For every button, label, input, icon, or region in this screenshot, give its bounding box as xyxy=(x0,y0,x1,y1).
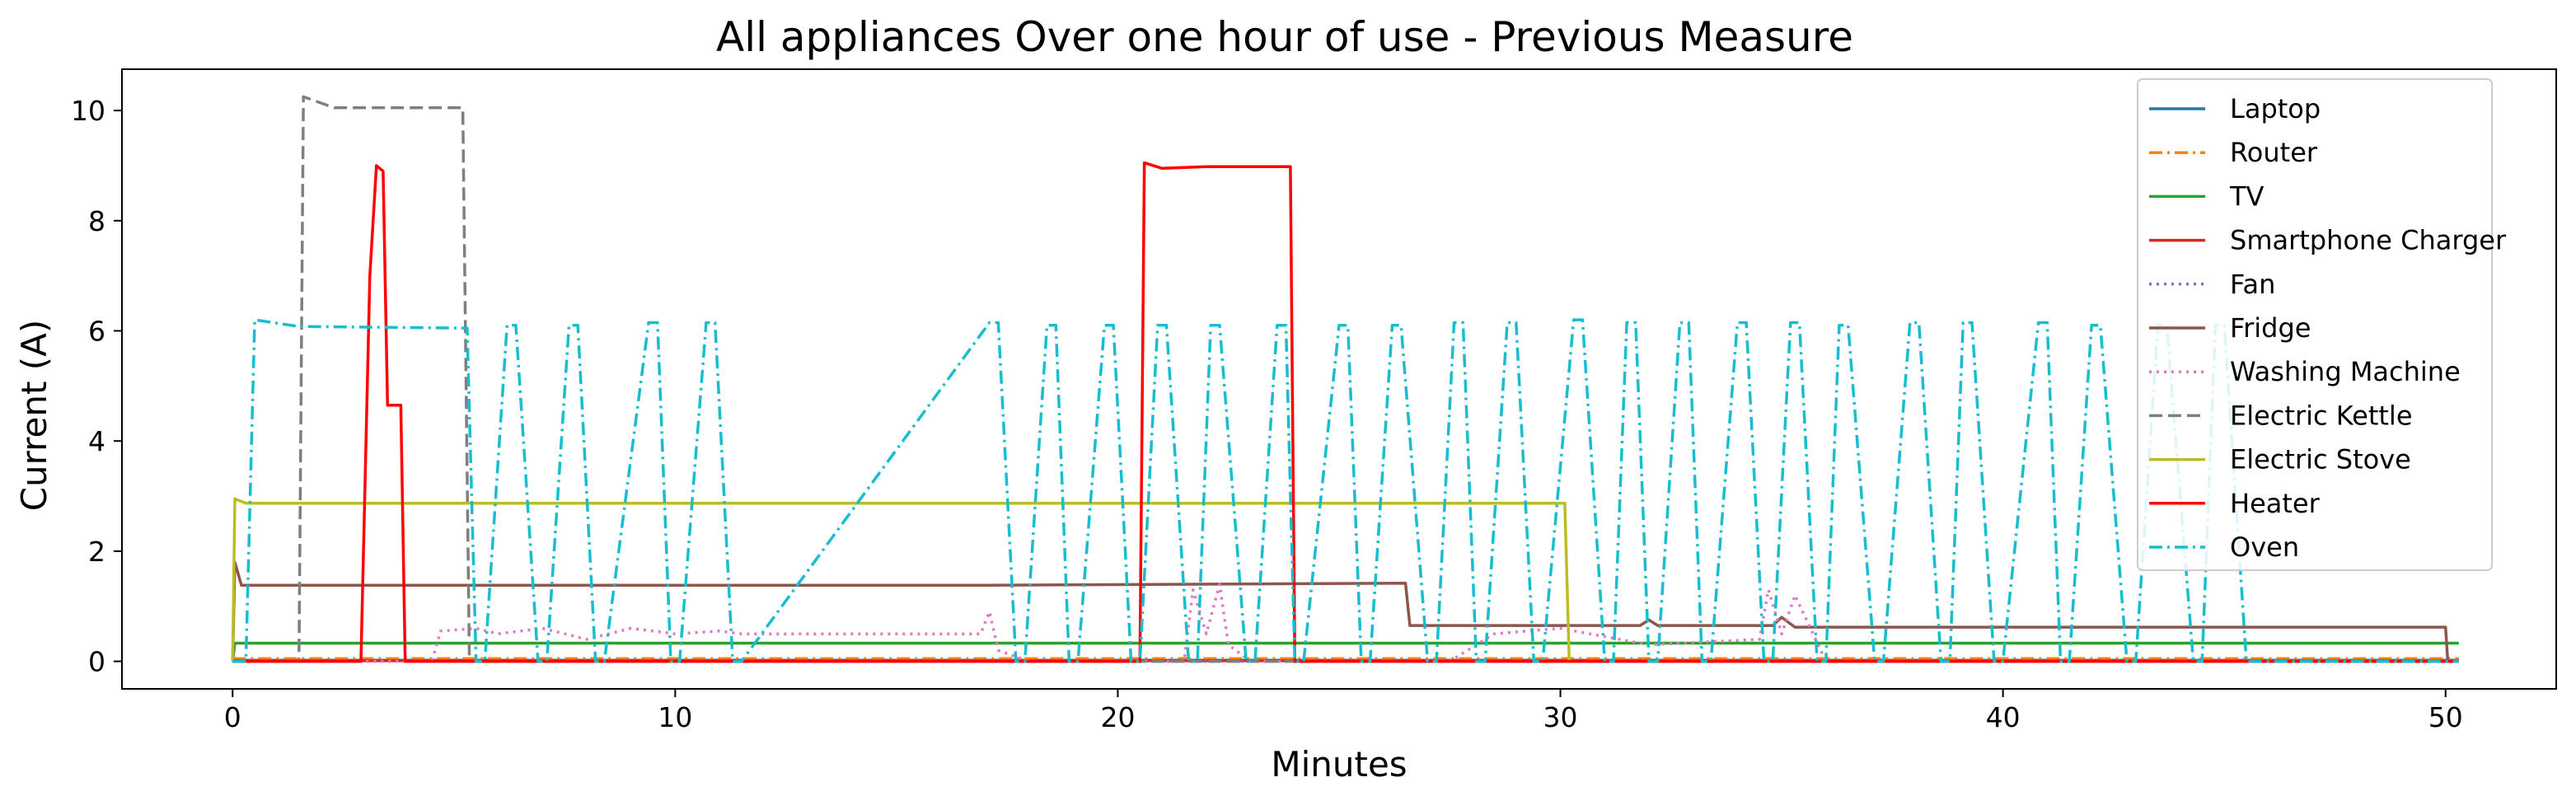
y-tick-label-5: 10 xyxy=(71,95,105,127)
legend-label-2: TV xyxy=(2229,180,2265,212)
legend-label-1: Router xyxy=(2230,137,2318,168)
y-tick-label-3: 6 xyxy=(88,316,105,348)
x-tick-label-4: 40 xyxy=(1986,701,2021,733)
series-line-fridge xyxy=(232,562,2447,661)
series-line-oven xyxy=(232,320,2459,661)
x-tick-label-3: 30 xyxy=(1543,701,1578,733)
legend-label-5: Fridge xyxy=(2230,312,2311,344)
series-line-electric-stove xyxy=(232,499,2459,661)
x-tick-label-2: 20 xyxy=(1100,701,1135,733)
chart-title: All appliances Over one hour of use - Pr… xyxy=(716,13,1853,61)
legend-label-10: Oven xyxy=(2230,531,2299,563)
legend-label-8: Electric Stove xyxy=(2230,444,2411,475)
y-axis-label: Current (A) xyxy=(14,320,54,512)
y-tick-label-2: 4 xyxy=(88,425,105,457)
x-tick-label-1: 10 xyxy=(658,701,692,733)
legend-label-6: Washing Machine xyxy=(2230,356,2461,387)
x-tick-label-5: 50 xyxy=(2428,701,2463,733)
legend-label-7: Electric Kettle xyxy=(2230,400,2413,431)
x-tick-label-0: 0 xyxy=(224,701,241,733)
x-axis-label: Minutes xyxy=(1271,744,1407,784)
y-tick-label-1: 2 xyxy=(88,536,105,568)
legend-label-3: Smartphone Charger xyxy=(2230,225,2507,256)
legend: Laptop Router TV Smartphone Charger Fan Fridg… xyxy=(2138,79,2507,570)
y-tick-label-0: 0 xyxy=(88,646,105,678)
legend-label-0: Laptop xyxy=(2230,93,2321,124)
legend-label-9: Heater xyxy=(2230,488,2321,519)
ticks-layer: 0 10 20 30 40 50 0 2 4 6 8 10 xyxy=(71,95,2463,733)
legend-label-4: Fan xyxy=(2230,269,2275,300)
series-layer xyxy=(232,96,2459,661)
y-tick-label-4: 8 xyxy=(88,205,105,237)
